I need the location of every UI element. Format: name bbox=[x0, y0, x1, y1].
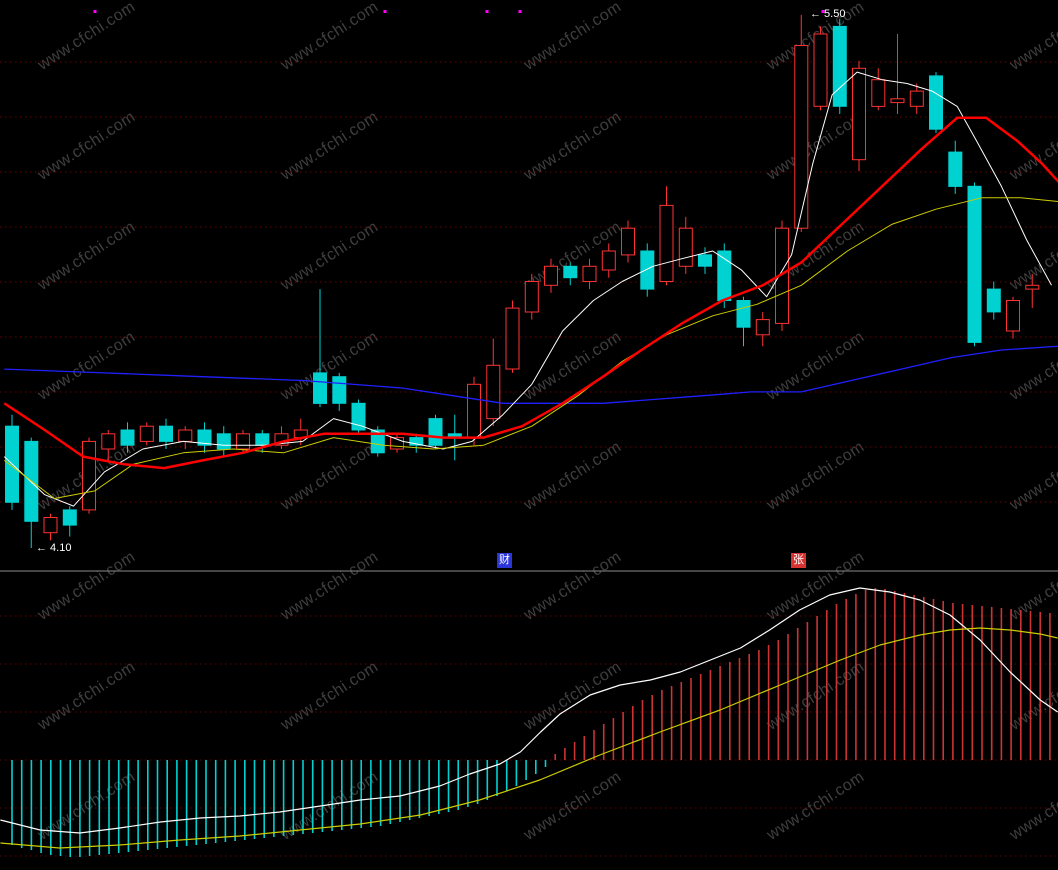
signal-dot bbox=[485, 10, 489, 13]
candle-body bbox=[409, 437, 424, 446]
candle-body bbox=[313, 372, 327, 404]
candle-body bbox=[178, 429, 193, 442]
candle-body bbox=[929, 75, 943, 130]
indicator-tag-zhang[interactable]: 张 bbox=[791, 553, 806, 568]
candle-body bbox=[82, 440, 96, 511]
candle-body bbox=[428, 418, 443, 446]
dif-white bbox=[0, 587, 1058, 834]
candle-body bbox=[197, 429, 212, 446]
ma-trend-red bbox=[3, 116, 1058, 470]
candle-body bbox=[370, 429, 385, 454]
candle-body bbox=[505, 307, 520, 370]
candle-body bbox=[755, 319, 770, 336]
candle-body bbox=[236, 433, 250, 450]
signal-dot bbox=[821, 10, 825, 13]
candle-body bbox=[601, 250, 616, 271]
low-price-marker: ← 4.10 bbox=[36, 542, 72, 554]
candle-body bbox=[678, 227, 693, 267]
candle-body bbox=[986, 288, 1001, 313]
candle-body bbox=[621, 227, 635, 256]
candle-body bbox=[813, 33, 828, 107]
candle-body bbox=[563, 265, 578, 279]
ma-long-blue bbox=[4, 345, 1058, 404]
candle-body bbox=[582, 265, 597, 282]
candle-body bbox=[62, 509, 77, 526]
candle-body bbox=[139, 425, 154, 442]
signal-dot bbox=[383, 10, 387, 13]
candle-body bbox=[775, 227, 789, 324]
candle-body bbox=[332, 376, 347, 404]
candle-body bbox=[794, 45, 809, 229]
candle-body bbox=[159, 425, 173, 442]
candle-body bbox=[890, 98, 905, 104]
candle-body bbox=[698, 254, 712, 267]
candle-body bbox=[967, 185, 982, 343]
dea-yellow bbox=[0, 627, 1058, 849]
candle-body bbox=[120, 429, 135, 446]
ma-short-white bbox=[3, 71, 1052, 507]
candle-body bbox=[659, 204, 674, 282]
signal-dot bbox=[93, 10, 97, 13]
ma-mid-yellow bbox=[3, 197, 1058, 499]
signal-dot bbox=[518, 10, 522, 13]
high-price-marker: ← 5.50 bbox=[810, 8, 846, 20]
candle-body bbox=[216, 433, 231, 450]
candle-body bbox=[101, 433, 116, 450]
candle-body bbox=[351, 402, 366, 431]
candle-body bbox=[640, 250, 655, 290]
candle-body bbox=[1025, 284, 1040, 290]
candle-body bbox=[544, 265, 558, 286]
candle-body bbox=[255, 433, 270, 446]
candle-body bbox=[832, 25, 847, 107]
candle-body bbox=[524, 281, 539, 313]
candle-body bbox=[43, 517, 58, 534]
candle-body bbox=[909, 90, 924, 107]
candle-body bbox=[736, 300, 751, 328]
candle-body bbox=[486, 364, 501, 420]
candle-body bbox=[390, 437, 404, 450]
candle-body bbox=[871, 79, 886, 107]
candle-body bbox=[948, 151, 963, 187]
candle-body bbox=[852, 67, 866, 161]
indicator-tag-cai[interactable]: 财 bbox=[497, 553, 512, 568]
candle-body bbox=[1006, 300, 1020, 332]
candle-body bbox=[467, 383, 481, 439]
